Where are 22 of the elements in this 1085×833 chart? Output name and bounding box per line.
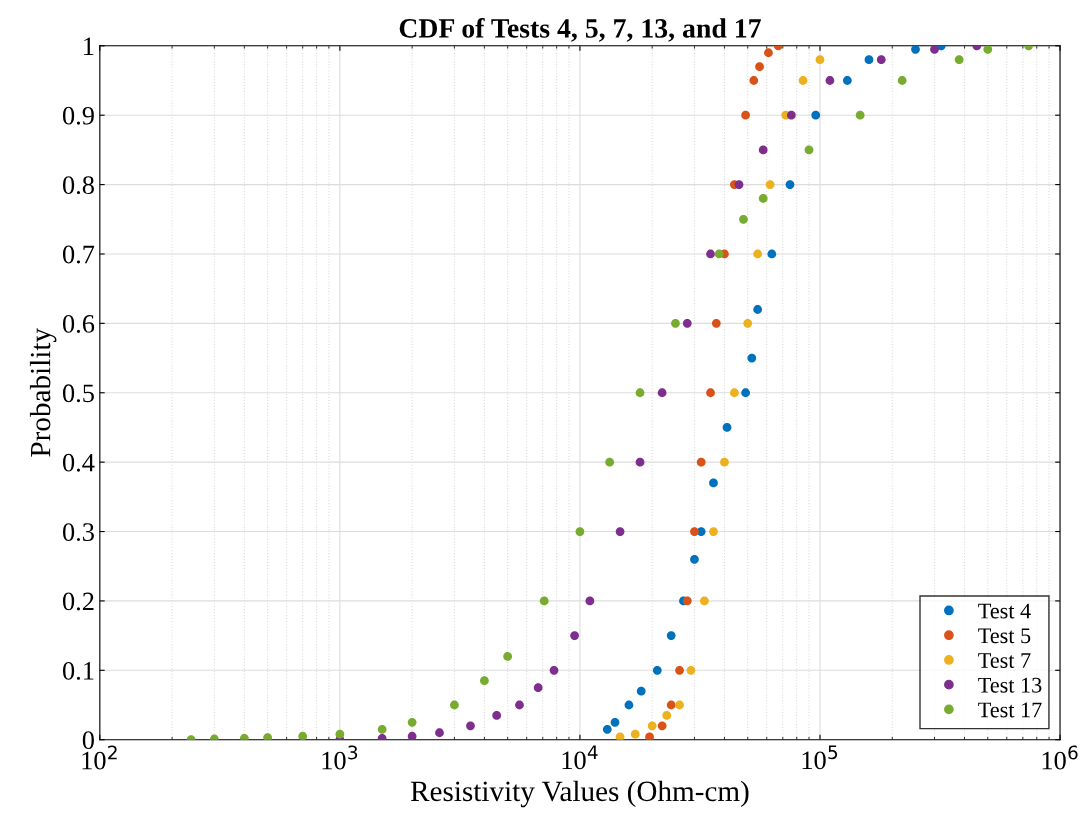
x-tick-label: 10$^{5}$ bbox=[802, 745, 838, 770]
y-tick-label: 0.5 bbox=[62, 384, 94, 403]
legend-label: Test 4 bbox=[978, 603, 1031, 619]
chart-title: CDF of Tests 4, 5, 7, 13, and 17 bbox=[399, 17, 761, 42]
y-tick-label: 0.6 bbox=[62, 314, 95, 333]
legend-label: Test 17 bbox=[978, 702, 1042, 718]
y-tick-label: 0.7 bbox=[62, 245, 95, 264]
legend-label: Test 13 bbox=[978, 677, 1042, 693]
legend-label: Test 5 bbox=[978, 628, 1031, 644]
y-tick-label: 0.9 bbox=[62, 106, 94, 125]
x-axis-title: Resistivity Values (Ohm-cm) bbox=[410, 780, 749, 808]
y-tick-label: 0.3 bbox=[62, 523, 94, 542]
y-tick-label: 0.2 bbox=[62, 592, 94, 611]
y-axis-title: Probability bbox=[29, 328, 57, 457]
y-tick-label: 1 bbox=[84, 37, 94, 55]
legend-label: Test 7 bbox=[978, 653, 1031, 668]
y-tick-label: 0.1 bbox=[62, 661, 94, 680]
x-tick-label: 10$^{3}$ bbox=[322, 745, 358, 770]
y-tick-label: 0.8 bbox=[62, 176, 94, 195]
x-tick-label: 10$^{4}$ bbox=[562, 745, 598, 770]
y-tick-label: 0.4 bbox=[62, 453, 95, 472]
x-tick-label: 10$^{6}$ bbox=[1042, 745, 1078, 770]
